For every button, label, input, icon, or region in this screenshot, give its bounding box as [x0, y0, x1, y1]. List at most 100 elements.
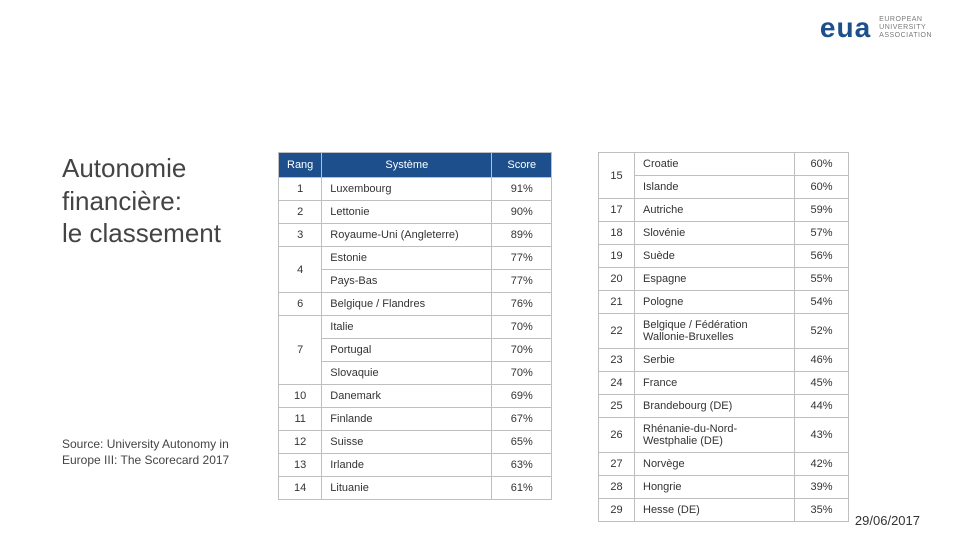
- score-cell: 70%: [492, 362, 552, 385]
- system-cell: Hongrie: [635, 476, 795, 499]
- score-cell: 39%: [795, 476, 849, 499]
- score-cell: 76%: [492, 293, 552, 316]
- rank-cell: 10: [279, 385, 322, 408]
- rank-cell: 20: [599, 268, 635, 291]
- table-row: 23Serbie46%: [599, 349, 849, 372]
- table-row: 28Hongrie39%: [599, 476, 849, 499]
- system-cell: Autriche: [635, 199, 795, 222]
- score-cell: 61%: [492, 477, 552, 500]
- table-row: 13Irlande63%: [279, 454, 552, 477]
- system-cell: Lettonie: [322, 201, 492, 224]
- table-row: 15Croatie60%: [599, 153, 849, 176]
- rank-cell: 21: [599, 291, 635, 314]
- table-row: 26Rhénanie-du-Nord-Westphalie (DE)43%: [599, 418, 849, 453]
- score-cell: 65%: [492, 431, 552, 454]
- score-cell: 77%: [492, 270, 552, 293]
- rank-cell: 25: [599, 395, 635, 418]
- logo-sub-line2: UNIVERSITY: [879, 24, 932, 32]
- logo-subtitle: EUROPEAN UNIVERSITY ASSOCIATION: [879, 12, 932, 40]
- score-cell: 90%: [492, 201, 552, 224]
- title-line3: le classement: [62, 217, 221, 250]
- system-cell: Italie: [322, 316, 492, 339]
- system-cell: Estonie: [322, 247, 492, 270]
- score-cell: 56%: [795, 245, 849, 268]
- system-cell: Hesse (DE): [635, 499, 795, 522]
- system-cell: France: [635, 372, 795, 395]
- score-cell: 52%: [795, 314, 849, 349]
- score-cell: 70%: [492, 339, 552, 362]
- table-row: 10Danemark69%: [279, 385, 552, 408]
- table-row: 12Suisse65%: [279, 431, 552, 454]
- rank-cell: 18: [599, 222, 635, 245]
- table-row: 17Autriche59%: [599, 199, 849, 222]
- system-cell: Slovénie: [635, 222, 795, 245]
- footer-date: 29/06/2017: [855, 513, 920, 528]
- table-row: 20Espagne55%: [599, 268, 849, 291]
- col-header-score: Score: [492, 153, 552, 178]
- system-cell: Norvège: [635, 453, 795, 476]
- rank-cell: 27: [599, 453, 635, 476]
- score-cell: 60%: [795, 176, 849, 199]
- score-cell: 45%: [795, 372, 849, 395]
- score-cell: 59%: [795, 199, 849, 222]
- system-cell: Irlande: [322, 454, 492, 477]
- system-cell: Belgique / Flandres: [322, 293, 492, 316]
- table-row: 11Finlande67%: [279, 408, 552, 431]
- ranking-table-right: 15Croatie60%Islande60%17Autriche59%18Slo…: [598, 152, 849, 522]
- score-cell: 89%: [492, 224, 552, 247]
- rank-cell: 1: [279, 178, 322, 201]
- system-cell: Pologne: [635, 291, 795, 314]
- system-cell: Islande: [635, 176, 795, 199]
- score-cell: 57%: [795, 222, 849, 245]
- rank-cell: 2: [279, 201, 322, 224]
- table-row: 14Lituanie61%: [279, 477, 552, 500]
- table-row: 7Italie70%: [279, 316, 552, 339]
- col-header-system: Système: [322, 153, 492, 178]
- table-row: Islande60%: [599, 176, 849, 199]
- system-cell: Serbie: [635, 349, 795, 372]
- score-cell: 91%: [492, 178, 552, 201]
- ranking-table-left: Rang Système Score 1Luxembourg91%2Letton…: [278, 152, 552, 500]
- title-line2: financière:: [62, 185, 221, 218]
- rank-cell: 7: [279, 316, 322, 385]
- rank-cell: 13: [279, 454, 322, 477]
- rank-cell: 19: [599, 245, 635, 268]
- system-cell: Croatie: [635, 153, 795, 176]
- col-header-rank: Rang: [279, 153, 322, 178]
- score-cell: 42%: [795, 453, 849, 476]
- system-cell: Suède: [635, 245, 795, 268]
- rank-cell: 14: [279, 477, 322, 500]
- score-cell: 35%: [795, 499, 849, 522]
- table-row: 22Belgique / Fédération Wallonie-Bruxell…: [599, 314, 849, 349]
- rank-cell: 24: [599, 372, 635, 395]
- logo-sub-line1: EUROPEAN: [879, 16, 932, 24]
- logo-brand: eua: [820, 12, 871, 44]
- table-row: 2Lettonie90%: [279, 201, 552, 224]
- rank-cell: 17: [599, 199, 635, 222]
- score-cell: 70%: [492, 316, 552, 339]
- system-cell: Slovaquie: [322, 362, 492, 385]
- source-text: Source: University Autonomy in Europe II…: [62, 436, 262, 468]
- system-cell: Finlande: [322, 408, 492, 431]
- rank-cell: 3: [279, 224, 322, 247]
- table-row: 21Pologne54%: [599, 291, 849, 314]
- score-cell: 44%: [795, 395, 849, 418]
- system-cell: Rhénanie-du-Nord-Westphalie (DE): [635, 418, 795, 453]
- score-cell: 60%: [795, 153, 849, 176]
- system-cell: Lituanie: [322, 477, 492, 500]
- system-cell: Pays-Bas: [322, 270, 492, 293]
- table-row: 1Luxembourg91%: [279, 178, 552, 201]
- system-cell: Portugal: [322, 339, 492, 362]
- title-line1: Autonomie: [62, 152, 221, 185]
- rank-cell: 15: [599, 153, 635, 199]
- table-row: 3Royaume-Uni (Angleterre)89%: [279, 224, 552, 247]
- system-cell: Suisse: [322, 431, 492, 454]
- logo: eua EUROPEAN UNIVERSITY ASSOCIATION: [820, 12, 932, 44]
- rank-cell: 22: [599, 314, 635, 349]
- rank-cell: 6: [279, 293, 322, 316]
- table-row: 19Suède56%: [599, 245, 849, 268]
- rank-cell: 4: [279, 247, 322, 293]
- table-row: 6Belgique / Flandres76%: [279, 293, 552, 316]
- score-cell: 43%: [795, 418, 849, 453]
- system-cell: Royaume-Uni (Angleterre): [322, 224, 492, 247]
